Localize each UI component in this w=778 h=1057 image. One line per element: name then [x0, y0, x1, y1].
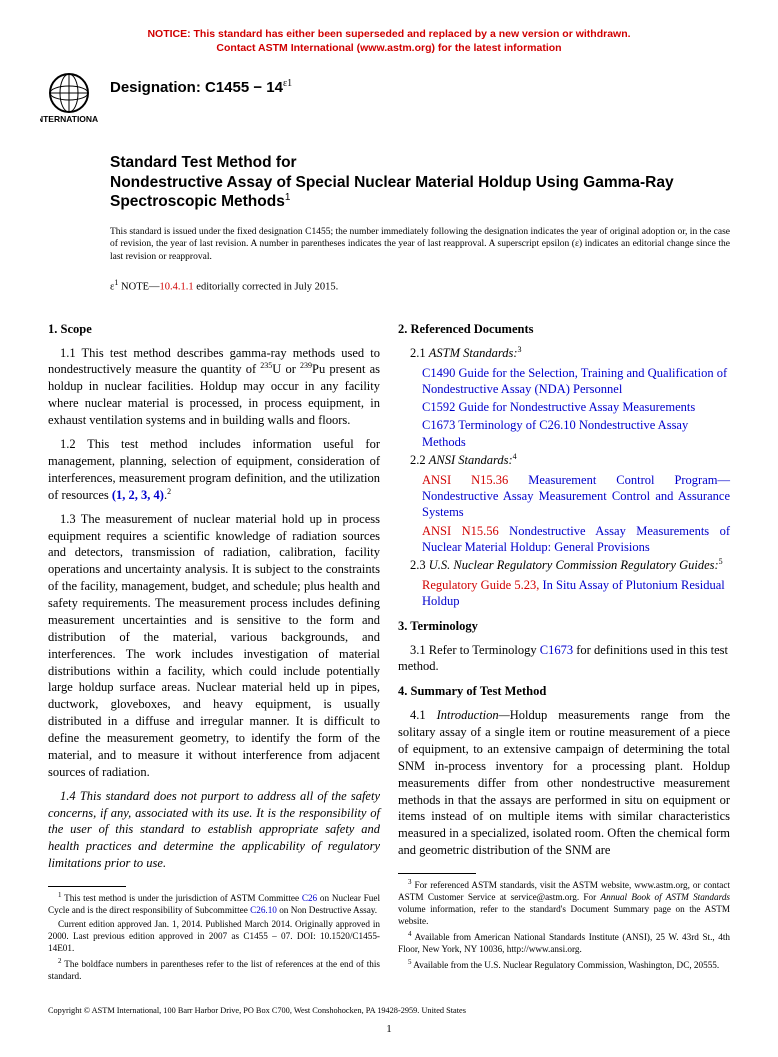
link-c26[interactable]: C26 [302, 893, 317, 903]
title-footnote-mark: 1 [285, 192, 291, 203]
ref-reg523[interactable]: Regulatory Guide 5.23, In Situ Assay of … [410, 577, 730, 610]
page-number: 1 [48, 1022, 730, 1037]
section-4-title: 4. Summary of Test Method [398, 683, 730, 700]
designation-sup: ε1 [283, 78, 292, 89]
subhead-2-1: 2.1 ASTM Standards:3 [398, 345, 730, 362]
ref-c1490[interactable]: C1490 Guide for the Selection, Training … [410, 365, 730, 398]
svg-text:INTERNATIONAL: INTERNATIONAL [40, 114, 98, 124]
footnote-1b: Current edition approved Jan. 1, 2014. P… [48, 919, 380, 955]
ref-c1673[interactable]: C1673 Terminology of C26.10 Nondestructi… [410, 417, 730, 450]
editorial-ref: 10.4.1.1 [160, 282, 194, 293]
para-4-1: 4.1 Introduction—Holdup measurements ran… [398, 707, 730, 859]
header-row: INTERNATIONAL Designation: C1455 − 14ε1 [40, 69, 730, 127]
right-column: 2. Referenced Documents 2.1 ASTM Standar… [398, 313, 730, 985]
subhead-2-3: 2.3 U.S. Nuclear Regulatory Commission R… [398, 557, 730, 574]
refs-link[interactable]: (1, 2, 3, 4) [112, 488, 164, 502]
title-prefix: Standard Test Method for [110, 153, 730, 172]
footnote-4: 4 Available from American National Stand… [398, 930, 730, 956]
footnote-5: 5 Available from the U.S. Nuclear Regula… [398, 958, 730, 972]
left-column: 1. Scope 1.1 This test method describes … [48, 313, 380, 985]
section-3-title: 3. Terminology [398, 618, 730, 635]
footnote-2: 2 The boldface numbers in parentheses re… [48, 957, 380, 983]
link-c2610[interactable]: C26.10 [250, 905, 277, 915]
title-block: Standard Test Method for Nondestructive … [110, 153, 730, 211]
footnote-3: 3 For referenced ASTM standards, visit t… [398, 878, 730, 928]
subhead-2-2: 2.2 ANSI Standards:4 [398, 452, 730, 469]
link-c1673[interactable]: C1673 [540, 643, 573, 657]
ref-ansi-n1536[interactable]: ANSI N15.36 Measurement Control Program—… [410, 472, 730, 521]
footnote-rule [48, 886, 126, 887]
astm-logo-icon: INTERNATIONAL [40, 71, 98, 127]
notice-line2: Contact ASTM International (www.astm.org… [216, 42, 561, 54]
body-columns: 1. Scope 1.1 This test method describes … [48, 313, 730, 985]
editorial-note: ε1 NOTE—10.4.1.1 editorially corrected i… [110, 278, 730, 295]
notice-line1: NOTICE: This standard has either been su… [147, 28, 630, 40]
notice-banner: NOTICE: This standard has either been su… [48, 28, 730, 55]
para-1-4: 1.4 This standard does not purport to ad… [48, 788, 380, 872]
designation: Designation: C1455 − 14ε1 [110, 77, 292, 98]
title-main: Nondestructive Assay of Special Nuclear … [110, 173, 730, 212]
para-3-1: 3.1 Refer to Terminology C1673 for defin… [398, 642, 730, 676]
ref-c1592[interactable]: C1592 Guide for Nondestructive Assay Mea… [410, 399, 730, 415]
copyright: Copyright © ASTM International, 100 Barr… [48, 1005, 730, 1016]
para-1-3: 1.3 The measurement of nuclear material … [48, 511, 380, 781]
section-2-title: 2. Referenced Documents [398, 321, 730, 338]
para-1-2: 1.2 This test method includes informatio… [48, 436, 380, 504]
para-1-1: 1.1 This test method describes gamma-ray… [48, 345, 380, 430]
issuance-note: This standard is issued under the fixed … [110, 226, 730, 264]
designation-label: Designation: C1455 − 14 [110, 79, 283, 96]
footnote-1: 1 This test method is under the jurisdic… [48, 891, 380, 917]
section-1-title: 1. Scope [48, 321, 380, 338]
ref-ansi-n1556[interactable]: ANSI N15.56 Nondestructive Assay Measure… [410, 523, 730, 556]
footnote-rule-right [398, 873, 476, 874]
